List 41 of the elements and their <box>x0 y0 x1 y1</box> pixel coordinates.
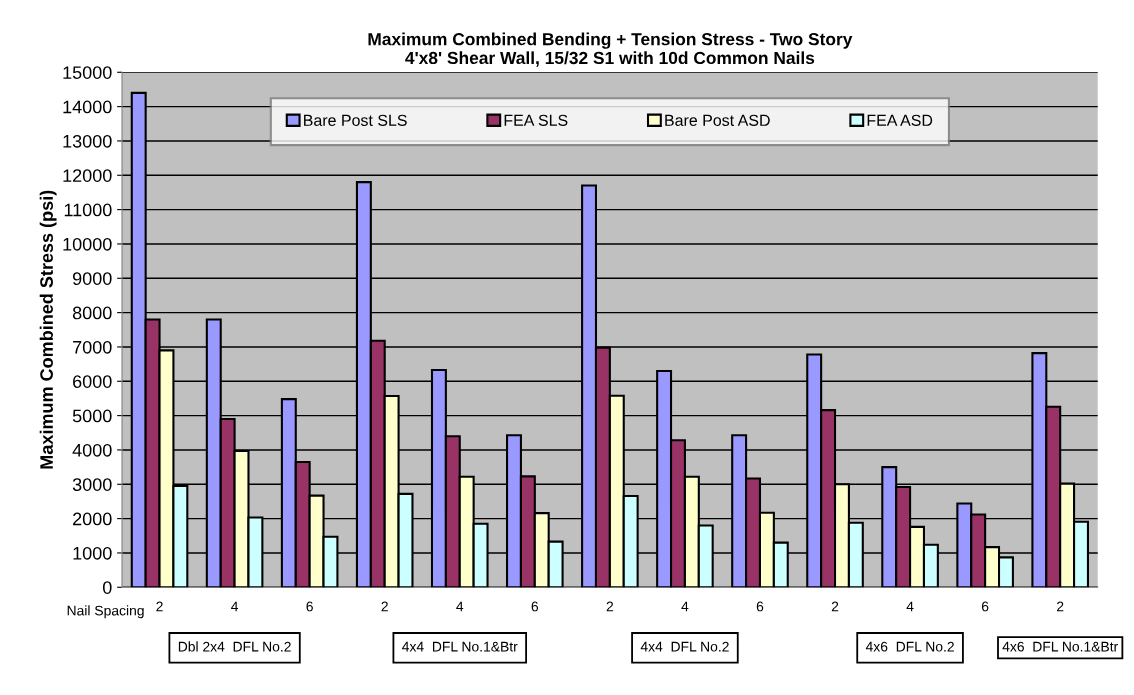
y-tick-label: 8000 <box>72 306 112 320</box>
legend-label: Bare Post SLS <box>304 114 407 126</box>
text: Dbl 2x4 DFL No.2 <box>178 641 291 652</box>
text: 4x6 DFL No.2 <box>865 641 954 652</box>
y-tick-label: 1000 <box>73 546 112 560</box>
text: 4x4 DFL No.2 <box>640 641 729 652</box>
y-tick-label: 11000 <box>64 203 112 217</box>
y-tick-label: 3000 <box>72 478 112 491</box>
legend-label: FEA SLS <box>504 114 568 126</box>
x-tick-label: 6 <box>981 601 989 612</box>
x-tick-label: 2 <box>156 601 163 612</box>
x-tick-label: 2 <box>831 601 839 612</box>
x-tick-label: 6 <box>306 601 313 612</box>
x-tick-label: 2 <box>1057 601 1064 612</box>
y-axis-title: Maximum Combined Stress (psi) <box>39 190 57 469</box>
y-tick-label: 5000 <box>72 409 112 423</box>
x-tick-label: 4 <box>681 601 689 612</box>
y-tick-label: 4000 <box>72 443 112 457</box>
x-tick-label: 2 <box>606 601 614 612</box>
legend-label: FEA ASD <box>867 114 933 126</box>
text: 4x4 DFL No.1&Btr <box>402 641 518 652</box>
y-tick-label: 2000 <box>73 512 112 526</box>
x-tick-label: 2 <box>381 601 388 612</box>
legend-label: Bare Post ASD <box>665 114 770 126</box>
chart-title: Maximum Combined Bending + Tension Stress - Two Story 4'x8' Shear Wall, 15/32 S1 with 10d Common Nails <box>368 32 853 67</box>
y-tick-label: 9000 <box>72 272 112 285</box>
y-tick-label: 0 <box>102 581 112 594</box>
x-tick-label: 4 <box>231 601 239 612</box>
y-tick-label: 14000 <box>63 100 112 114</box>
y-tick-label: 10000 <box>63 237 112 251</box>
y-tick-label: 7000 <box>73 340 112 354</box>
y-tick-label: 13000 <box>63 134 112 148</box>
y-tick-label: 15000 <box>63 66 112 79</box>
text: 4x6 DFL No.1&Btr <box>1002 641 1118 652</box>
text: Nail Spacing <box>67 605 144 619</box>
x-tick-label: 4 <box>456 601 464 612</box>
y-tick-label: 12000 <box>63 169 112 182</box>
y-tick-label: 6000 <box>73 375 112 388</box>
x-tick-label: 4 <box>906 601 914 612</box>
x-tick-label: 6 <box>756 601 764 612</box>
x-tick-label: 6 <box>531 601 539 612</box>
